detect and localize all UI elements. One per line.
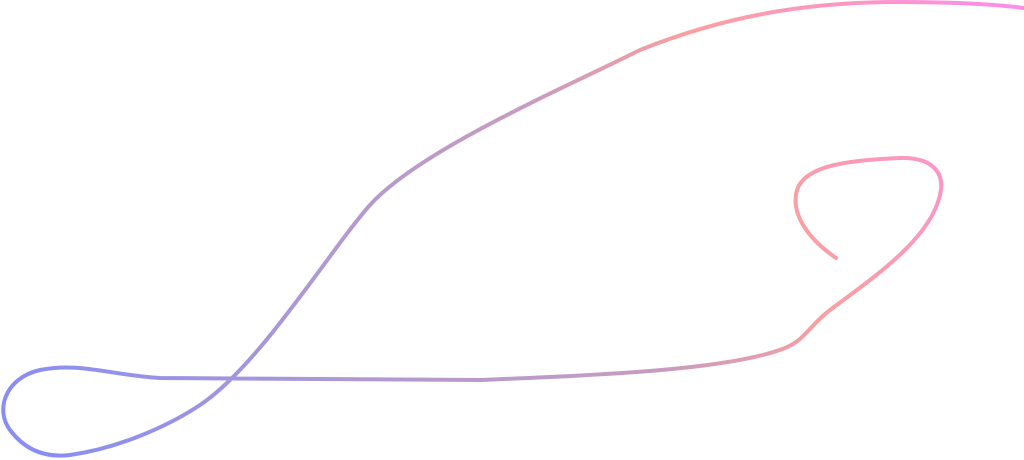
decorative-canvas xyxy=(1,0,1024,458)
decorative-curve xyxy=(1,0,1024,458)
page: Decorative curve {} html, body { margin:… xyxy=(1,0,1024,458)
page-body xyxy=(1,0,1024,458)
